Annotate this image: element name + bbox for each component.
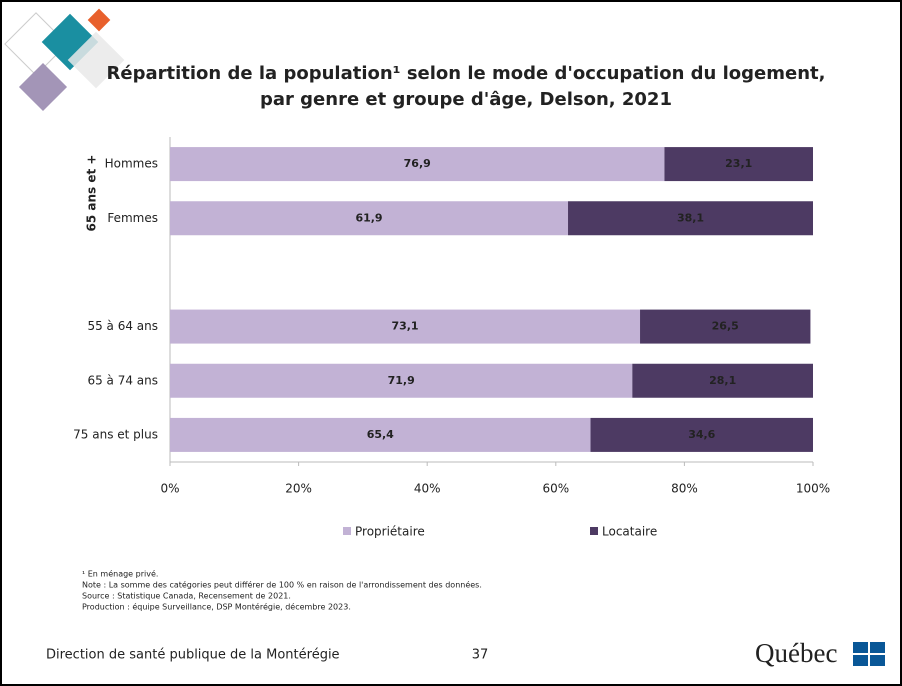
- y-tick-label: Hommes: [105, 157, 158, 171]
- note: ¹ En ménage privé.: [82, 569, 158, 579]
- footer-organization: Direction de santé publique de la Montér…: [46, 648, 340, 663]
- decoration: [4, 8, 125, 112]
- value-label: 26,5: [712, 320, 739, 333]
- x-tick-label: 0%: [160, 482, 179, 496]
- logo-flag: [853, 642, 885, 666]
- chart-title: par genre et groupe d'âge, Delson, 2021: [260, 89, 672, 110]
- value-label: 38,1: [677, 211, 704, 224]
- x-tick-label: 40%: [414, 482, 441, 496]
- x-tick-label: 60%: [542, 482, 569, 496]
- bar-segment: [640, 309, 811, 344]
- bar-segment: [170, 417, 591, 452]
- legend-swatch: [343, 527, 351, 535]
- group-label: 65 ans et +: [85, 155, 99, 232]
- page-number: 37: [472, 648, 489, 663]
- bar-segment: [568, 201, 813, 236]
- note: Source : Statistique Canada, Recensement…: [82, 592, 291, 601]
- x-tick-label: 80%: [671, 482, 698, 496]
- value-label: 76,9: [404, 157, 431, 170]
- chart-title: Répartition de la population¹ selon le m…: [107, 63, 826, 84]
- value-label: 73,1: [391, 320, 418, 333]
- notes: ¹ En ménage privé.Note : La somme des ca…: [82, 569, 482, 612]
- bar-segment: [632, 363, 813, 398]
- y-tick-label: Femmes: [107, 211, 158, 225]
- bar-segment: [170, 201, 569, 236]
- bar-segment: [170, 309, 641, 344]
- x-tick-label: 100%: [796, 482, 830, 496]
- value-label: 71,9: [388, 374, 415, 387]
- legend-swatch: [590, 527, 598, 535]
- bar-segment: [664, 147, 813, 182]
- value-label: 61,9: [355, 211, 382, 224]
- x-tick-label: 20%: [285, 482, 312, 496]
- value-label: 34,6: [688, 428, 715, 441]
- note: Note : La somme des catégories peut diff…: [82, 580, 482, 590]
- bar-segment: [170, 363, 633, 398]
- y-tick-label: 65 à 74 ans: [87, 373, 158, 387]
- bar-segment: [590, 417, 813, 452]
- bar-segment: [170, 147, 665, 182]
- legend-label: Propriétaire: [355, 525, 425, 539]
- value-label: 65,4: [367, 428, 394, 441]
- legend-label: Locataire: [602, 525, 657, 539]
- logo-text: Québec: [755, 638, 837, 668]
- y-tick-label: 55 à 64 ans: [87, 319, 158, 333]
- value-label: 23,1: [725, 157, 752, 170]
- note: Production : équipe Surveillance, DSP Mo…: [82, 602, 351, 612]
- value-label: 28,1: [709, 374, 736, 387]
- y-tick-label: 75 ans et plus: [73, 427, 158, 441]
